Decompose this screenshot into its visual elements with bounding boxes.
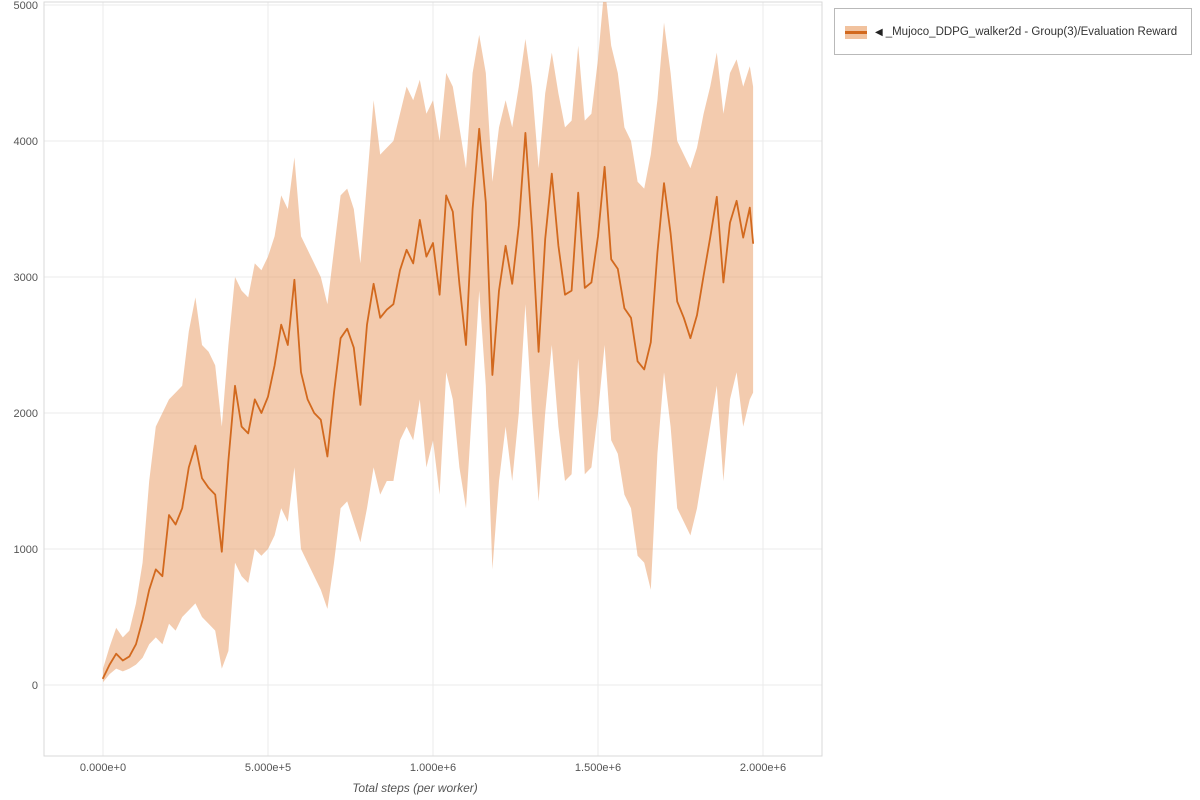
y-tick-label: 2000 (14, 408, 38, 420)
legend-item-evaluation-reward[interactable]: ◀ _Mujoco_DDPG_walker2d - Group(3)/Evalua… (845, 20, 1181, 45)
x-tick-label: 2.000e+6 (740, 762, 786, 774)
x-tick-label: 5.000e+5 (245, 762, 291, 774)
y-tick-label: 1000 (14, 544, 38, 556)
confidence-band (103, 2, 754, 683)
y-tick-label: 4000 (14, 136, 38, 148)
mean-line (102, 127, 754, 680)
x-tick-label: 0.000e+0 (80, 762, 126, 774)
y-tick-label: 3000 (14, 272, 38, 284)
legend-series-name: _Mujoco_DDPG_walker2d - Group(3)/Evaluat… (885, 26, 1178, 38)
reward-chart[interactable]: 0 1000 2000 3000 4000 5000 0.000e+0 5.000e+5 1.0… (0, 0, 830, 800)
plot-border (43, 1, 823, 757)
y-tick-label: 5000 (14, 0, 38, 12)
y-tick-label: 0 (32, 680, 38, 692)
legend-label: ◀ _Mujoco_DDPG_walker2d - Group(3)/Evalua… (875, 20, 1181, 45)
legend-band-glyph (845, 26, 867, 39)
axis-tick-labels: 0 1000 2000 3000 4000 5000 0.000e+0 5.000e+5 1.0… (14, 0, 787, 774)
x-axis-title: Total steps (per worker) (352, 781, 478, 795)
x-tick-label: 1.000e+6 (410, 762, 456, 774)
x-tick-label: 1.500e+6 (575, 762, 621, 774)
legend-box: ◀ _Mujoco_DDPG_walker2d - Group(3)/Evalua… (834, 8, 1192, 55)
chart-canvas[interactable]: 0 1000 2000 3000 4000 5000 0.000e+0 5.000e+5 1.0… (0, 0, 830, 800)
legend-collapse-arrow[interactable]: ◀ (875, 27, 883, 38)
legend-line-glyph (845, 31, 867, 34)
